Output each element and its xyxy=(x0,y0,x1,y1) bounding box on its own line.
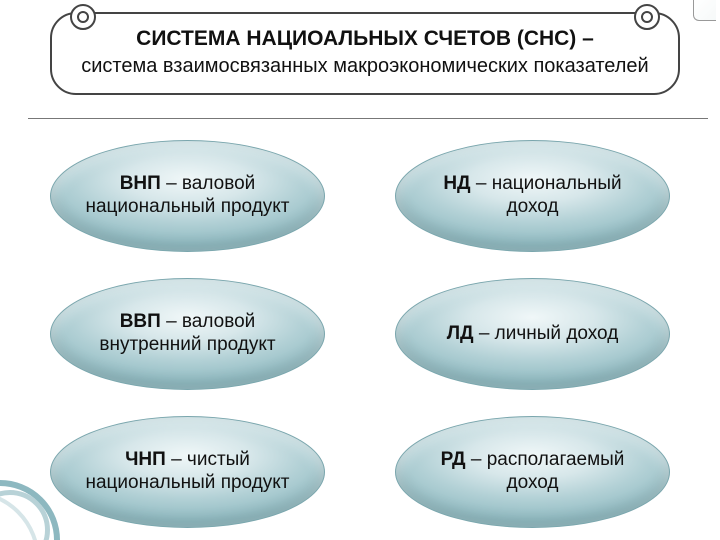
indicator-text: ВНП – валовой национальный продукт xyxy=(79,173,296,219)
circle-icon xyxy=(0,490,40,540)
indicator-text: РД – располагаемый доход xyxy=(424,449,641,495)
grid-cell: НД – национальный доход xyxy=(385,140,680,252)
page-curl-icon xyxy=(693,0,716,21)
grid-cell: ВВП – валовой внутренний продукт xyxy=(40,278,335,390)
indicator-ellipse: НД – национальный доход xyxy=(395,140,670,252)
grid-cell: ВНП – валовой национальный продукт xyxy=(40,140,335,252)
page-title: СИСТЕМА НАЦИОАЛЬНЫХ СЧЕТОВ (СНС) – xyxy=(76,26,654,52)
indicator-text: ВВП – валовой внутренний продукт xyxy=(79,311,296,357)
indicator-ellipse: ВНП – валовой национальный продукт xyxy=(50,140,325,252)
indicator-ellipse: ЧНП – чистый национальный продукт xyxy=(50,416,325,528)
indicator-grid: ВНП – валовой национальный продукт НД – … xyxy=(40,140,680,516)
header-banner: СИСТЕМА НАЦИОАЛЬНЫХ СЧЕТОВ (СНС) – систе… xyxy=(50,12,680,95)
indicator-ellipse: ЛД – личный доход xyxy=(395,278,670,390)
indicator-text: ЛД – личный доход xyxy=(447,323,619,346)
indicator-text: НД – национальный доход xyxy=(424,173,641,219)
grid-cell: РД – располагаемый доход xyxy=(385,416,680,528)
indicator-ellipse: ВВП – валовой внутренний продукт xyxy=(50,278,325,390)
slide: СИСТЕМА НАЦИОАЛЬНЫХ СЧЕТОВ (СНС) – систе… xyxy=(0,0,720,540)
ring-icon xyxy=(634,4,660,30)
indicator-text: ЧНП – чистый национальный продукт xyxy=(79,449,296,495)
page-subtitle: система взаимосвязанных макроэкономическ… xyxy=(76,54,654,79)
grid-cell: ЧНП – чистый национальный продукт xyxy=(40,416,335,528)
indicator-ellipse: РД – располагаемый доход xyxy=(395,416,670,528)
divider xyxy=(28,118,708,119)
grid-cell: ЛД – личный доход xyxy=(385,278,680,390)
ring-icon xyxy=(70,4,96,30)
